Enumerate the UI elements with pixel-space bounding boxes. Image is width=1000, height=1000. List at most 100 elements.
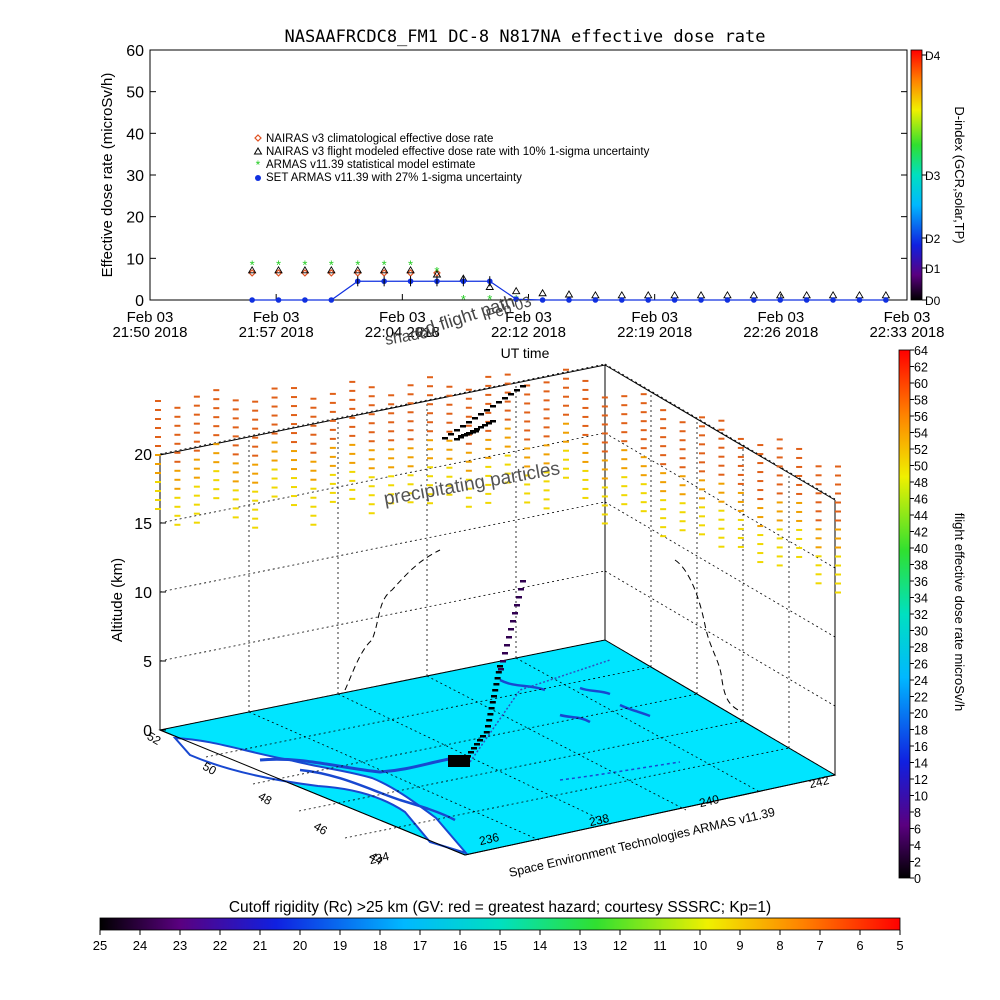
particle-dose-mark [621,467,628,470]
particle-dose-mark [582,478,589,481]
particle-dose-mark [815,555,822,558]
particle-dose-mark [252,472,259,475]
dindex-tick-label: D4 [925,49,941,63]
dose-color-scale [898,349,911,879]
particle-dose-mark [776,465,783,468]
particle-dose-mark [465,415,472,418]
dose-colorbar-tick-label: 2 [914,856,921,870]
particle-dose-mark [465,388,472,391]
flight-dose-mark [494,677,501,680]
particle-dose-mark [660,418,667,421]
particle-dose-mark [815,492,822,495]
particle-dose-mark [640,474,647,477]
flight-dose-mark [460,425,466,428]
altitude-tick-label: 20 [134,447,152,464]
particle-dose-mark [796,483,803,486]
particle-dose-mark [329,473,336,476]
particle-dose-mark [193,404,200,407]
particle-dose-mark [427,439,433,442]
particle-dose-mark [504,472,511,475]
legend-label: NAIRAS v3 flight modeled effective dose … [266,146,650,158]
particle-dose-mark [155,499,161,501]
particle-dose-mark [737,509,744,512]
particle-dose-mark [621,422,628,425]
particle-dose-mark [213,443,220,446]
particle-dose-mark [174,433,181,436]
flight-dose-mark [474,428,480,431]
rigidity-tick-label: 10 [693,938,707,953]
particle-dose-mark [329,401,336,404]
particle-dose-mark [465,451,472,454]
nairas-flight-point [247,265,257,274]
particle-dose-mark [232,489,239,492]
particle-dose-mark [271,396,278,399]
legend-label: SET ARMAS v11.39 with 27% 1-sigma uncert… [266,172,522,184]
particle-dose-mark [213,434,220,437]
particle-dose-mark [446,466,453,469]
particle-dose-mark [349,389,356,392]
particle-dose-mark [291,450,297,453]
nairas-flight-point [327,265,336,274]
y-tick-label: 10 [126,251,144,268]
particle-dose-mark [155,463,161,465]
flight-dose-mark [508,628,514,631]
particle-dose-mark [291,495,297,498]
flight-dose-mark [514,389,520,392]
rigidity-title: Cutoff rigidity (Rc) >25 km (GV: red = g… [229,899,771,916]
particle-dose-mark [815,546,822,549]
flight-dose-mark [471,747,477,750]
particle-dose-mark [776,546,783,549]
rigidity-tick-label: 11 [653,938,667,953]
particle-dose-mark [796,510,803,513]
particle-dose-mark [368,449,375,452]
flight-dose-mark [502,652,508,655]
particle-dose-mark [155,436,161,438]
particle-dose-mark [485,483,492,486]
particle-dose-mark [310,460,317,463]
particle-dose-mark [174,478,181,481]
particle-dose-mark [368,413,375,416]
particle-dose-mark [835,483,841,486]
particle-dose-mark [718,419,725,422]
flight-3d-panel: shadow ed flight path Feb 03 precipitati… [109,291,841,880]
precipitating-particle-columns [155,368,841,594]
particle-dose-mark [271,414,278,417]
particle-dose-mark [349,425,356,428]
legend-item-nairas-climatological: NAIRAS v3 climatological effective dose … [254,133,493,145]
lon-gridline [515,657,761,793]
particle-dose-mark [427,493,433,496]
flight-dose-mark [516,596,522,599]
dindex-label: D-index (GCR,solar,TP) [952,106,967,243]
flight-dose-mark [493,683,500,686]
particle-dose-mark [388,394,395,397]
rigidity-tick-label: 24 [133,938,147,953]
armas-statistical-point: * [302,258,307,273]
particle-dose-mark [407,456,414,459]
particle-dose-mark [310,478,317,481]
particle-dose-mark [213,461,220,464]
particle-dose-mark [427,385,433,388]
altitude-axis-label: Altitude (km) [109,558,126,642]
particle-dose-mark [601,477,608,480]
particle-dose-mark [601,450,608,453]
particle-dose-mark [757,507,764,510]
particle-dose-mark [835,573,841,576]
flight-dose-mark [442,437,448,440]
x-tick-label: Feb 03 [757,309,804,326]
particle-dose-mark [699,488,705,491]
particle-dose-mark [640,438,647,441]
particle-dose-mark [718,545,725,548]
particle-dose-mark [524,402,531,405]
particle-dose-mark [388,412,395,415]
flight-dose-mark [518,588,524,591]
flight-dose-mark [454,429,460,432]
flight-dose-mark [486,719,493,722]
particle-dose-mark [465,397,472,400]
particle-dose-mark [310,397,317,400]
set-armas-point [751,297,757,303]
legend-label: ARMAS v11.39 statistical model estimate [266,159,475,171]
nairas-flight-point [485,282,495,290]
particle-dose-mark [232,453,239,456]
y-tick-label: 60 [126,43,144,60]
particle-dose-mark [757,498,764,501]
